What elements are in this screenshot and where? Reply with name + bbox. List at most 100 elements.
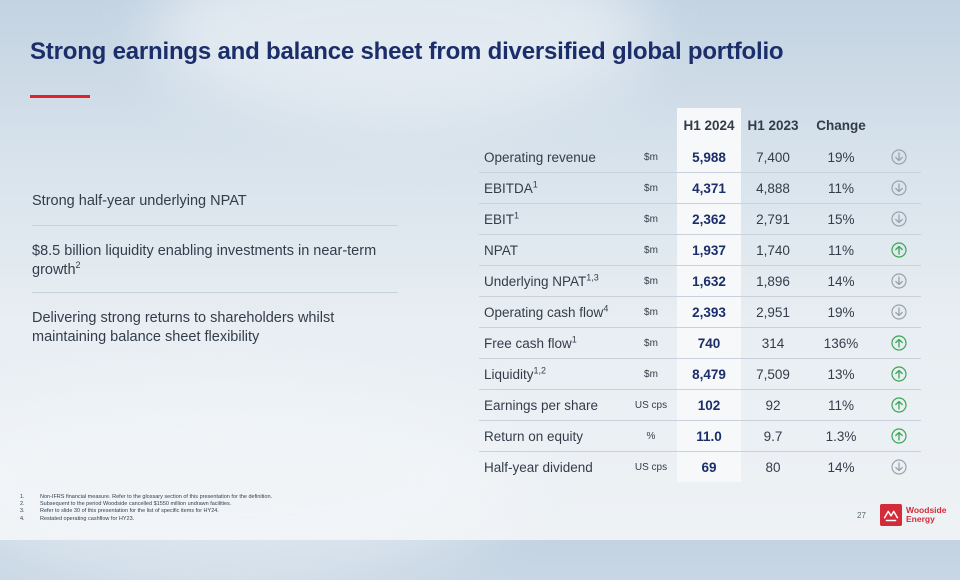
table-row: Return on equity% 11.0 9.7 1.3% [479,420,921,452]
arrow-down-circle-icon [891,149,907,165]
logo-line2: Energy [906,514,935,524]
current-value: 11.0 [677,420,741,452]
metric-label: Earnings per share [479,389,625,421]
footnotes: 1. Non-IFRS financial measure. Refer to t… [20,494,272,523]
table-row: Earnings per share US cps 102 92 11% [479,389,921,421]
metric-unit: US cps [634,461,668,473]
prior-value: 2,951 [741,296,805,328]
prior-value: 9.7 [741,420,805,452]
table-row: EBITDA1 $m 4,371 4,888 11% [479,172,921,204]
page-number: 27 [857,511,866,520]
change-value: 11% [805,172,877,204]
header-change: Change [816,117,866,133]
table-row: Liquidity1,2 $m 8,479 7,509 13% [479,358,921,390]
arrow-up-circle-icon [891,428,907,444]
current-value: 69 [677,451,741,482]
table-header-row: H1 2024 H1 2023 Change [479,108,921,142]
current-value: 5,988 [677,142,741,173]
prior-value: 7,400 [741,142,805,173]
title-accent-bar [30,95,90,98]
logo-line1: Woodside [906,505,947,515]
current-value: 2,393 [677,296,741,328]
metric-label: NPAT [479,234,625,266]
change-value: 14% [827,459,855,475]
footnote: 3. Refer to slide 30 of this presentation… [20,508,219,515]
woodside-energy-logo: Woodside Energy [880,504,946,526]
metric-unit: $m [625,203,677,235]
current-value: 4,371 [677,172,741,204]
arrow-down-circle-icon [891,304,907,320]
prior-value: 7,509 [741,358,805,390]
metric-unit: $m [625,358,677,390]
table-row: Free cash flow1 $m 740 314 136% [479,327,921,359]
table-row: Half-year dividend US cps 69 80 14% [479,451,921,482]
metric-unit: $m [625,265,677,297]
metric-unit: $m [625,296,677,328]
metric-label: EBITDA1 [479,172,625,204]
prior-value: 80 [765,459,781,475]
change-value: 11% [805,389,877,421]
slide-title: Strong earnings and balance sheet from d… [30,38,784,65]
prior-value: 314 [741,327,805,359]
arrow-up-circle-icon [891,397,907,413]
metric-unit: $m [625,142,677,173]
prior-value: 1,896 [741,265,805,297]
metric-label: Return on equity [479,420,625,452]
arrow-down-circle-icon [891,273,907,289]
change-value: 14% [805,265,877,297]
metric-label: Underlying NPAT1,3 [479,265,625,297]
current-value: 1,632 [677,265,741,297]
table-row: NPAT $m 1,937 1,740 11% [479,234,921,266]
metric-unit: % [625,420,677,452]
highlight-item: Delivering strong returns to shareholder… [32,310,335,345]
header-unit [625,108,677,142]
woodside-logo-icon [880,504,902,526]
current-value: 102 [677,389,741,421]
metric-unit: $m [625,172,677,204]
arrow-down-circle-icon [891,180,907,196]
header-current-period: H1 2024 [677,108,741,142]
change-value: 19% [805,142,877,173]
highlight-item: $8.5 billion liquidity enabling investme… [32,242,398,293]
metric-label: Operating cash flow4 [479,296,625,328]
header-metric [479,108,625,142]
metric-label: Liquidity1,2 [479,358,625,390]
metric-unit: $m [625,234,677,266]
table-row: Underlying NPAT1,3 $m 1,632 1,896 14% [479,265,921,297]
change-value: 15% [805,203,877,235]
arrow-down-circle-icon [891,211,907,227]
change-value: 136% [805,327,877,359]
metric-label: Half-year dividend [484,459,593,475]
change-value: 11% [805,234,877,266]
current-value: 8,479 [677,358,741,390]
footnote: 4. Restated operating cashflow for HY23. [20,515,135,522]
prior-value: 4,888 [741,172,805,204]
background-cloud [0,380,520,580]
current-value: 740 [677,327,741,359]
highlights-list: Strong half-year underlying NPAT $8.5 bi… [32,192,398,375]
prior-value: 92 [741,389,805,421]
metric-label: EBIT1 [479,203,625,235]
metric-label: Operating revenue [479,142,625,173]
change-value: 13% [805,358,877,390]
change-value: 19% [805,296,877,328]
financial-summary-table: H1 2024 H1 2023 Change Operating revenue… [479,108,921,482]
table-row: Operating revenue $m 5,988 7,400 19% [479,142,921,173]
highlight-item: Strong half-year underlying NPAT [32,192,398,226]
metric-unit: $m [625,327,677,359]
prior-value: 1,740 [741,234,805,266]
arrow-up-circle-icon [891,242,907,258]
arrow-up-circle-icon [891,366,907,382]
header-prior-period: H1 2023 [747,117,799,133]
arrow-up-circle-icon [891,335,907,351]
current-value: 1,937 [677,234,741,266]
current-value: 2,362 [677,203,741,235]
metric-unit: US cps [625,389,677,421]
table-row: EBIT1 $m 2,362 2,791 15% [479,203,921,235]
change-value: 1.3% [805,420,877,452]
arrow-down-circle-icon [891,459,907,475]
metric-label: Free cash flow1 [479,327,625,359]
prior-value: 2,791 [741,203,805,235]
footnote: 1. Non-IFRS financial measure. Refer to t… [20,494,273,500]
footnote: 2. Subsequent to the period Woodside canc… [20,501,232,508]
